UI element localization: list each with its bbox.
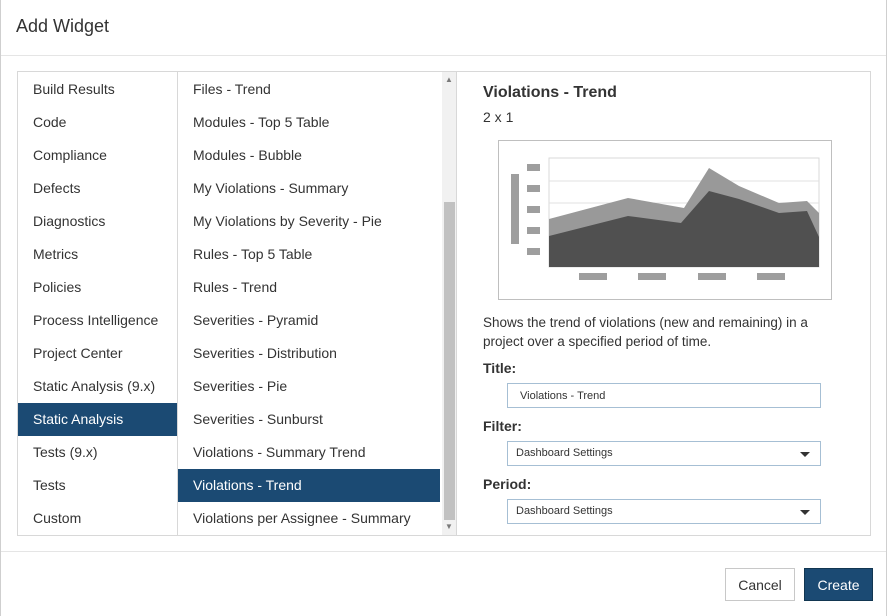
filter-select[interactable]: Dashboard Settings (507, 441, 821, 466)
title-label: Title: (483, 360, 517, 376)
widget-item-rules-top5-table[interactable]: Rules - Top 5 Table (193, 246, 313, 262)
category-item-custom[interactable]: Custom (33, 510, 82, 526)
period-select[interactable]: Dashboard Settings (507, 499, 821, 524)
category-item-project-center[interactable]: Project Center (33, 345, 123, 361)
widget-list-scrollbar[interactable]: ▲ ▼ (442, 72, 456, 535)
widget-item-violations-trend[interactable]: Violations - Trend (178, 469, 440, 502)
filter-select-value: Dashboard Settings (516, 447, 613, 459)
dialog-title: Add Widget (16, 16, 110, 36)
widget-item-modules-bubble[interactable]: Modules - Bubble (193, 147, 302, 163)
widget-list: Files - Trend Modules - Top 5 Table Modu… (178, 72, 457, 535)
create-button[interactable]: Create (804, 568, 873, 601)
chevron-down-icon (800, 510, 810, 515)
widget-detail-panel: Violations - Trend 2 x 1 (458, 72, 870, 535)
widget-item-my-violations-summary[interactable]: My Violations - Summary (193, 180, 349, 196)
scrollbar-thumb[interactable] (444, 202, 455, 520)
category-item-build-results[interactable]: Build Results (33, 81, 115, 97)
widget-detail-title: Violations - Trend (483, 84, 617, 101)
filter-label: Filter: (483, 418, 522, 434)
category-item-metrics[interactable]: Metrics (33, 246, 79, 262)
widget-item-violations-summary-trend[interactable]: Violations - Summary Trend (193, 444, 366, 460)
category-item-diagnostics[interactable]: Diagnostics (33, 213, 106, 229)
dialog-header: Add Widget (1, 0, 886, 56)
widget-description: Shows the trend of violations (new and r… (483, 315, 808, 349)
widget-item-violations-per-assignee-summary[interactable]: Violations per Assignee - Summary (193, 510, 411, 526)
widget-preview-image (498, 140, 832, 300)
widget-item-severities-pyramid[interactable]: Severities - Pyramid (193, 312, 319, 328)
widget-item-severities-pie[interactable]: Severities - Pie (193, 378, 288, 394)
category-list: Build Results Code Compliance Defects Di… (18, 72, 178, 535)
category-item-process-intelligence[interactable]: Process Intelligence (33, 312, 159, 328)
category-item-compliance[interactable]: Compliance (33, 147, 107, 163)
widget-item-rules-trend[interactable]: Rules - Trend (193, 279, 278, 295)
category-item-tests-9x[interactable]: Tests (9.x) (33, 444, 98, 460)
dialog-footer: Cancel Create (1, 551, 886, 616)
category-item-static-analysis[interactable]: Static Analysis (18, 403, 177, 436)
widget-item-severities-distribution[interactable]: Severities - Distribution (193, 345, 337, 361)
category-item-tests[interactable]: Tests (33, 477, 66, 493)
widget-item-severities-sunburst[interactable]: Severities - Sunburst (193, 411, 323, 427)
scroll-up-icon[interactable]: ▲ (445, 75, 453, 84)
dialog-body: Build Results Code Compliance Defects Di… (17, 71, 871, 536)
widget-item-my-violations-by-severity-pie[interactable]: My Violations by Severity - Pie (193, 213, 382, 229)
chevron-down-icon (800, 452, 810, 457)
widget-item-files-trend[interactable]: Files - Trend (193, 81, 271, 97)
widget-item-modules-top5-table[interactable]: Modules - Top 5 Table (193, 114, 330, 130)
category-item-defects[interactable]: Defects (33, 180, 81, 196)
category-item-policies[interactable]: Policies (33, 279, 82, 295)
title-input[interactable] (507, 383, 821, 408)
area-trend-chart-icon (511, 157, 820, 280)
period-label: Period: (483, 476, 532, 492)
widget-detail-size: 2 x 1 (483, 109, 514, 125)
cancel-button[interactable]: Cancel (725, 568, 795, 601)
scroll-down-icon[interactable]: ▼ (445, 522, 453, 531)
category-item-code[interactable]: Code (33, 114, 67, 130)
category-item-static-analysis-9x[interactable]: Static Analysis (9.x) (33, 378, 156, 394)
period-select-value: Dashboard Settings (516, 505, 613, 517)
